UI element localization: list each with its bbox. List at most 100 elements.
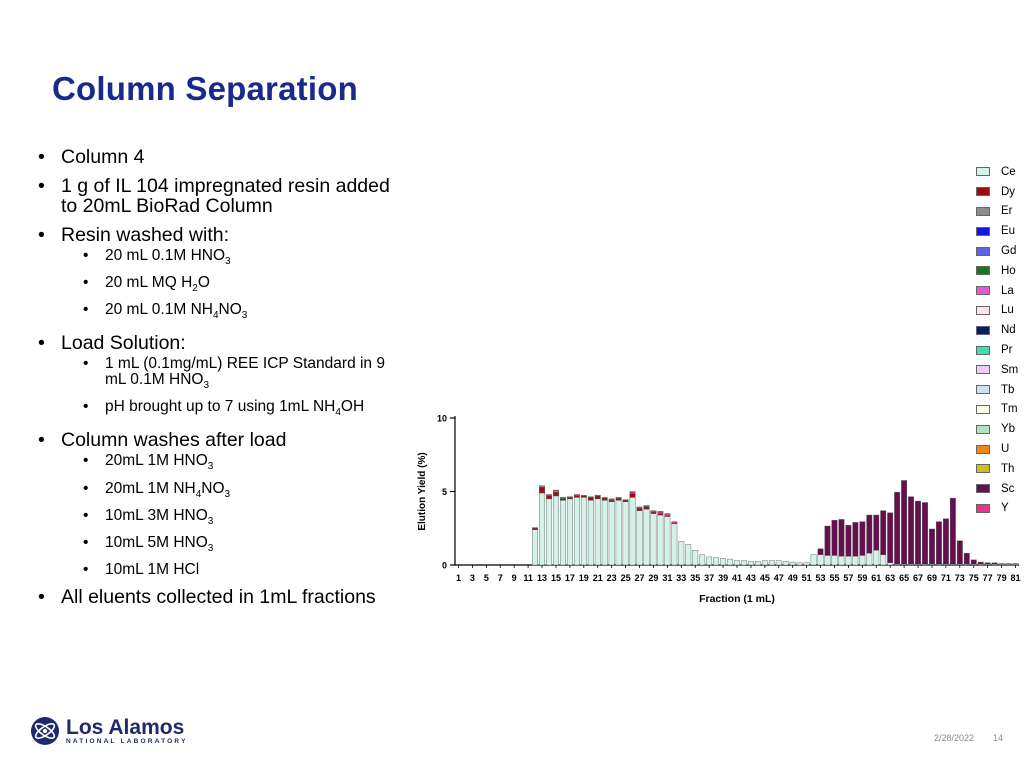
- bar-ce: [873, 550, 880, 566]
- sub-bullet-item: pH brought up to 7 using 1mL NH4OH: [83, 399, 408, 421]
- x-tick-label: 43: [746, 573, 756, 583]
- bar-dy: [608, 500, 615, 502]
- bullet-item: All eluents collected in 1mL fractions: [38, 587, 408, 607]
- legend-label: Tm: [1001, 403, 1018, 416]
- bar-ce: [560, 500, 566, 566]
- bar-dy: [615, 497, 622, 501]
- bar-sc: [880, 510, 887, 555]
- legend-swatch: [976, 167, 990, 177]
- x-tick-label: 29: [648, 573, 658, 583]
- sub-bullet-list: 20 mL 0.1M HNO3 20 mL MQ H2O 20 mL 0.1M …: [61, 248, 408, 324]
- bar-ce: [671, 523, 678, 566]
- bar-dy: [546, 495, 552, 500]
- x-tick-label: 5: [484, 573, 489, 583]
- bar-dy: [560, 498, 566, 501]
- legend-label: Gd: [1001, 245, 1017, 258]
- x-tick-label: 47: [774, 573, 784, 583]
- x-tick-label: 27: [635, 573, 645, 583]
- x-tick-label: 79: [997, 573, 1007, 583]
- x-tick-label: 1: [456, 573, 461, 583]
- bar-ce: [553, 495, 559, 566]
- bar-ce: [622, 501, 629, 566]
- bar-ce: [664, 516, 671, 566]
- x-tick-label: 63: [885, 573, 895, 583]
- legend-label: Sc: [1001, 482, 1015, 495]
- bar-dy: [650, 511, 657, 514]
- legend-item-ce: Ce: [976, 162, 1018, 182]
- bar-dy: [636, 508, 643, 511]
- bullet-text: Load Solution:: [61, 332, 186, 355]
- x-axis-title: Fraction (1 mL): [699, 593, 775, 605]
- bullet-text: Resin washed with:: [61, 224, 229, 246]
- bar-ce: [692, 550, 699, 566]
- los-alamos-logo: Los Alamos NATIONAL LABORATORY: [30, 716, 188, 746]
- legend-item-tb: Tb: [976, 380, 1018, 400]
- x-tick-label: 59: [857, 573, 867, 583]
- bar-ce: [657, 514, 664, 566]
- bar-ce: [720, 558, 726, 566]
- bullet-text: Column washes after load: [61, 429, 287, 452]
- bar-ce: [539, 492, 545, 566]
- bar-sc: [922, 502, 928, 565]
- legend-label: Tb: [1001, 383, 1015, 396]
- bar-ce: [685, 544, 692, 566]
- bar-ce: [845, 555, 852, 566]
- x-tick-label: 73: [955, 573, 965, 583]
- bar-dy: [532, 528, 538, 530]
- bar-dy: [580, 495, 587, 498]
- sub-bullet-item: 10mL 1M HCl: [83, 561, 408, 578]
- x-tick-label: 19: [579, 573, 589, 583]
- bar-ce: [587, 500, 594, 566]
- legend-label: Dy: [1001, 185, 1016, 198]
- legend-item-u: U: [976, 439, 1018, 459]
- bullet-item: Resin washed with: 20 mL 0.1M HNO3 20 mL…: [38, 225, 408, 324]
- legend-label: Y: [1001, 502, 1009, 515]
- bar-y: [629, 491, 636, 494]
- legend-swatch: [976, 246, 990, 256]
- y-tick-label: 0: [442, 561, 447, 571]
- bar-ce: [838, 555, 845, 566]
- bar-sc: [956, 540, 963, 565]
- bar-er: [553, 490, 559, 493]
- legend-label: Ho: [1001, 264, 1016, 277]
- bar-sc: [929, 528, 935, 565]
- bar-sc: [817, 548, 824, 555]
- x-tick-label: 3: [470, 573, 475, 583]
- bar-dy: [539, 486, 545, 494]
- bar-er: [615, 497, 622, 499]
- bar-dy: [594, 495, 601, 500]
- legend-label: Eu: [1001, 225, 1016, 238]
- bar-y: [553, 489, 559, 491]
- x-tick-label: 49: [788, 573, 798, 583]
- legend-label: La: [1001, 284, 1014, 297]
- bar-dy: [566, 497, 573, 500]
- bar-sc: [908, 496, 914, 565]
- slide-number: 14: [993, 733, 1004, 743]
- legend-item-gd: Gd: [976, 241, 1018, 261]
- bar-sc: [838, 519, 845, 557]
- bullet-item: Column washes after load 20mL 1M HNO3 20…: [38, 430, 408, 577]
- x-tick-label: 67: [913, 573, 923, 583]
- bar-sc: [1005, 563, 1012, 565]
- bar-ce: [706, 556, 713, 566]
- bar-y: [671, 521, 678, 524]
- legend-item-sc: Sc: [976, 479, 1018, 499]
- bullet-text: All eluents collected in 1mL fractions: [61, 585, 376, 608]
- legend-label: U: [1001, 443, 1010, 456]
- x-tick-label: 71: [941, 573, 951, 583]
- x-tick-label: 9: [512, 573, 517, 583]
- x-tick-label: 33: [676, 573, 686, 583]
- bullet-text: 1 g of IL 104 impregnated resin added to…: [61, 175, 390, 217]
- legend-item-sm: Sm: [976, 360, 1018, 380]
- slide-date: 2/28/2022: [934, 733, 975, 743]
- bar-er: [601, 497, 608, 499]
- bar-sc: [942, 518, 949, 565]
- sub-bullet-list: 1 mL (0.1mg/mL) REE ICP Standard in 9 mL…: [61, 356, 408, 421]
- legend-swatch: [976, 404, 990, 414]
- y-axis-title: Elution Yield (%): [417, 452, 428, 530]
- bar-ce: [810, 554, 817, 566]
- x-tick-label: 35: [690, 573, 700, 583]
- bullet-item: Load Solution: 1 mL (0.1mg/mL) REE ICP S…: [38, 333, 408, 421]
- bar-dy: [587, 497, 594, 501]
- legend-item-ho: Ho: [976, 261, 1018, 281]
